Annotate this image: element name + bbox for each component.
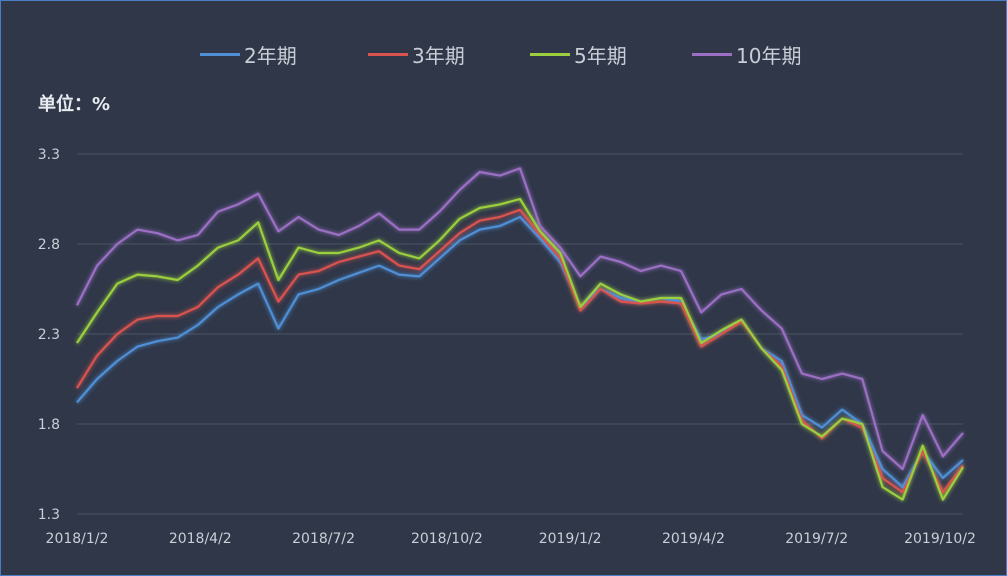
legend-item-10y: 10年期: [692, 40, 801, 69]
unit-label: 单位：%: [38, 94, 111, 115]
y-tick-label: 3.3: [38, 147, 60, 163]
y-tick-label: 1.3: [38, 507, 60, 523]
series-line-3: [76, 167, 964, 471]
x-tick-label: 2018/1/2: [46, 531, 109, 547]
x-tick-label: 2018/4/2: [169, 531, 232, 547]
legend-label-3y: 3年期: [412, 44, 465, 68]
y-tick-label: 2.8: [38, 237, 60, 253]
legend-label-10y: 10年期: [736, 44, 802, 68]
legend-item-5y: 5年期: [530, 40, 627, 69]
x-tick-label: 2019/10/2: [904, 531, 976, 547]
x-tick-label: 2019/7/2: [785, 531, 848, 547]
series-line-0: [76, 215, 964, 489]
legend-label-2y: 2年期: [244, 44, 297, 68]
legend-swatch-10y: [692, 53, 732, 56]
x-tick-label: 2018/7/2: [292, 531, 355, 547]
x-tick-label: 2018/10/2: [411, 531, 483, 547]
y-tick-label: 2.3: [38, 327, 60, 343]
legend-swatch-3y: [368, 53, 408, 56]
legend-label-5y: 5年期: [574, 44, 627, 68]
chart-legend: 2年期 3年期 5年期 10年期: [0, 40, 1007, 70]
x-tick-label: 2019/1/2: [539, 531, 602, 547]
legend-swatch-2y: [200, 53, 240, 56]
legend-item-2y: 2年期: [200, 40, 297, 69]
x-tick-label: 2019/4/2: [662, 531, 725, 547]
legend-item-3y: 3年期: [368, 40, 465, 69]
legend-swatch-5y: [530, 53, 570, 56]
series-line-2: [76, 197, 964, 501]
y-tick-label: 1.8: [38, 417, 60, 433]
series-line-1: [76, 208, 964, 494]
